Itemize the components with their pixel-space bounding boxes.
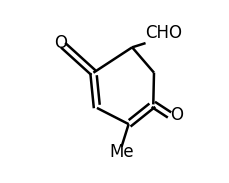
Text: Me: Me — [109, 143, 134, 161]
Text: O: O — [170, 106, 183, 124]
Text: CHO: CHO — [146, 24, 183, 42]
Text: O: O — [55, 34, 68, 52]
